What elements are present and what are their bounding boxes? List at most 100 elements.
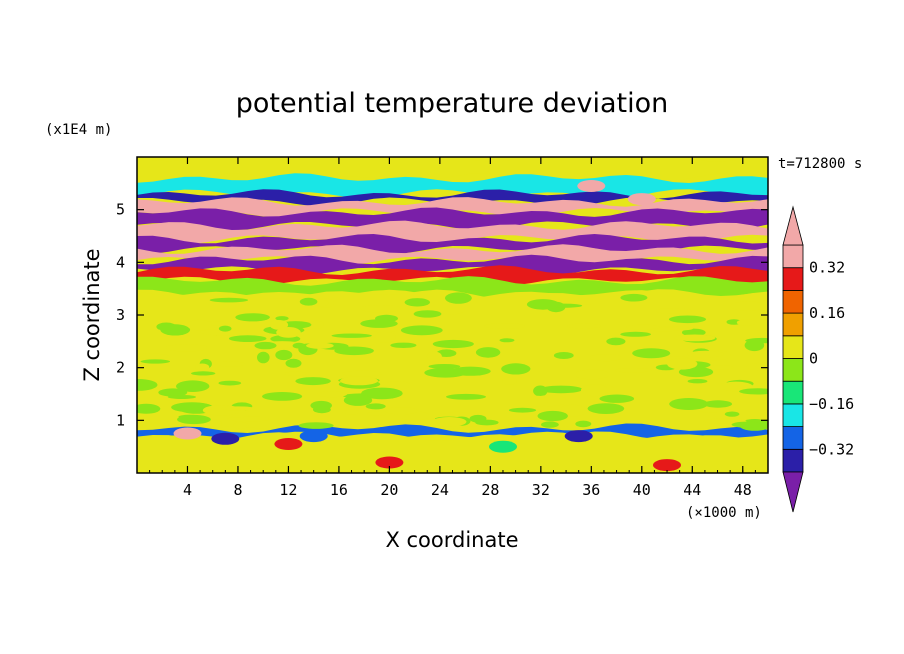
contour-feature (489, 440, 517, 453)
contour-patch (292, 342, 306, 349)
contour-patch (526, 299, 560, 310)
contour-patch (218, 380, 242, 386)
contour-feature (627, 193, 656, 206)
contour-patch (590, 354, 622, 362)
contour-patch (235, 313, 270, 322)
contour-patch (316, 391, 347, 398)
x-tick-label: 12 (279, 481, 297, 499)
contour-patch (233, 421, 249, 430)
contour-patch (375, 331, 396, 343)
contour-patch (254, 341, 277, 350)
contour-patch (276, 327, 301, 338)
contour-patch (537, 410, 568, 422)
x-unit-label: (×1000 m) (686, 505, 762, 521)
contour-plot-area (137, 157, 768, 473)
chart-title: potential temperature deviation (236, 88, 668, 119)
contour-patch (137, 379, 158, 391)
contour-patch (573, 298, 596, 305)
contour-patch (730, 301, 766, 311)
contour-patch (553, 352, 574, 359)
contour-band (137, 173, 768, 199)
colorbar: 0.32 0.16 0 −0.16 −0.32 (782, 205, 854, 513)
contour-feature (211, 432, 240, 445)
contour-patch (533, 385, 548, 397)
colorbar-segment (782, 335, 804, 359)
contour-patch (269, 320, 289, 330)
contour-patch (599, 394, 635, 403)
x-tick-label: 48 (734, 481, 752, 499)
contour-patch (736, 319, 757, 326)
contour-patch (221, 406, 255, 411)
contour-patch (567, 323, 602, 329)
x-tick-label: 32 (532, 481, 550, 499)
contour-patch (400, 325, 443, 336)
contour-patch (739, 388, 768, 395)
contour-patch (209, 419, 222, 428)
contour-band (137, 244, 768, 265)
contour-patch (340, 376, 378, 386)
contour-patch (360, 305, 401, 313)
contour-patch (298, 422, 334, 429)
contour-patch (724, 411, 740, 417)
contour-patch (226, 416, 270, 422)
contour-band (137, 220, 768, 244)
x-tick-label: 24 (431, 481, 449, 499)
contour-patch (703, 400, 733, 408)
contour-patch (285, 358, 302, 368)
contour-patch (413, 310, 442, 318)
contour-patch (432, 339, 474, 349)
x-tick-label: 4 (183, 481, 192, 499)
contour-patch (428, 364, 461, 369)
contour-patch (620, 331, 651, 337)
y-tick-label: 3 (116, 306, 125, 324)
x-tick-label: 40 (633, 481, 651, 499)
contour-patch (681, 328, 706, 337)
contour-patch (499, 338, 515, 343)
contour-feature (173, 427, 202, 440)
contour-band (137, 276, 768, 299)
contour-patch (424, 367, 467, 378)
contour-patch (178, 414, 201, 419)
contour-patch (508, 407, 537, 413)
contour-patch (501, 363, 531, 375)
contour-patch (331, 333, 372, 338)
contour-patch (306, 342, 334, 349)
contour-patch (360, 319, 398, 328)
contour-patch (295, 377, 331, 386)
contour-patch (528, 395, 548, 407)
colorbar-tick-label: −0.16 (809, 395, 854, 413)
contour-patch (365, 403, 386, 410)
colorbar-segment (782, 380, 804, 405)
contour-patch (574, 369, 610, 380)
x-tick-label: 8 (233, 481, 242, 499)
contour-patch (502, 377, 517, 385)
contour-patch (385, 407, 418, 415)
contour-patch (587, 403, 625, 414)
contour-patch (475, 347, 501, 358)
contour-patch (342, 370, 382, 377)
contour-feature (375, 456, 404, 469)
contour-patch (620, 293, 648, 302)
contour-patch (446, 393, 486, 400)
colorbar-tick-label: 0.16 (809, 304, 845, 322)
contour-patch (361, 387, 403, 400)
y-tick-label: 4 (116, 253, 125, 271)
x-tick-label: 28 (481, 481, 499, 499)
contour-patch (541, 421, 559, 428)
contour-patch (445, 292, 472, 304)
contour-patch (228, 335, 267, 342)
contour-patch (209, 297, 249, 303)
contour-patch (484, 323, 525, 329)
contour-patch (719, 381, 753, 392)
contour-band (137, 234, 768, 255)
y-axis-ticks: 1 2 3 4 5 (116, 201, 768, 429)
contour-patch (431, 417, 467, 427)
contour-patch (275, 349, 293, 361)
y-tick-label: 1 (116, 411, 125, 429)
colorbar-segment (782, 267, 804, 291)
time-label: t=712800 s (778, 156, 862, 172)
contour-patch (165, 344, 208, 352)
contour-patch (668, 315, 707, 324)
contour-patch (687, 350, 724, 358)
